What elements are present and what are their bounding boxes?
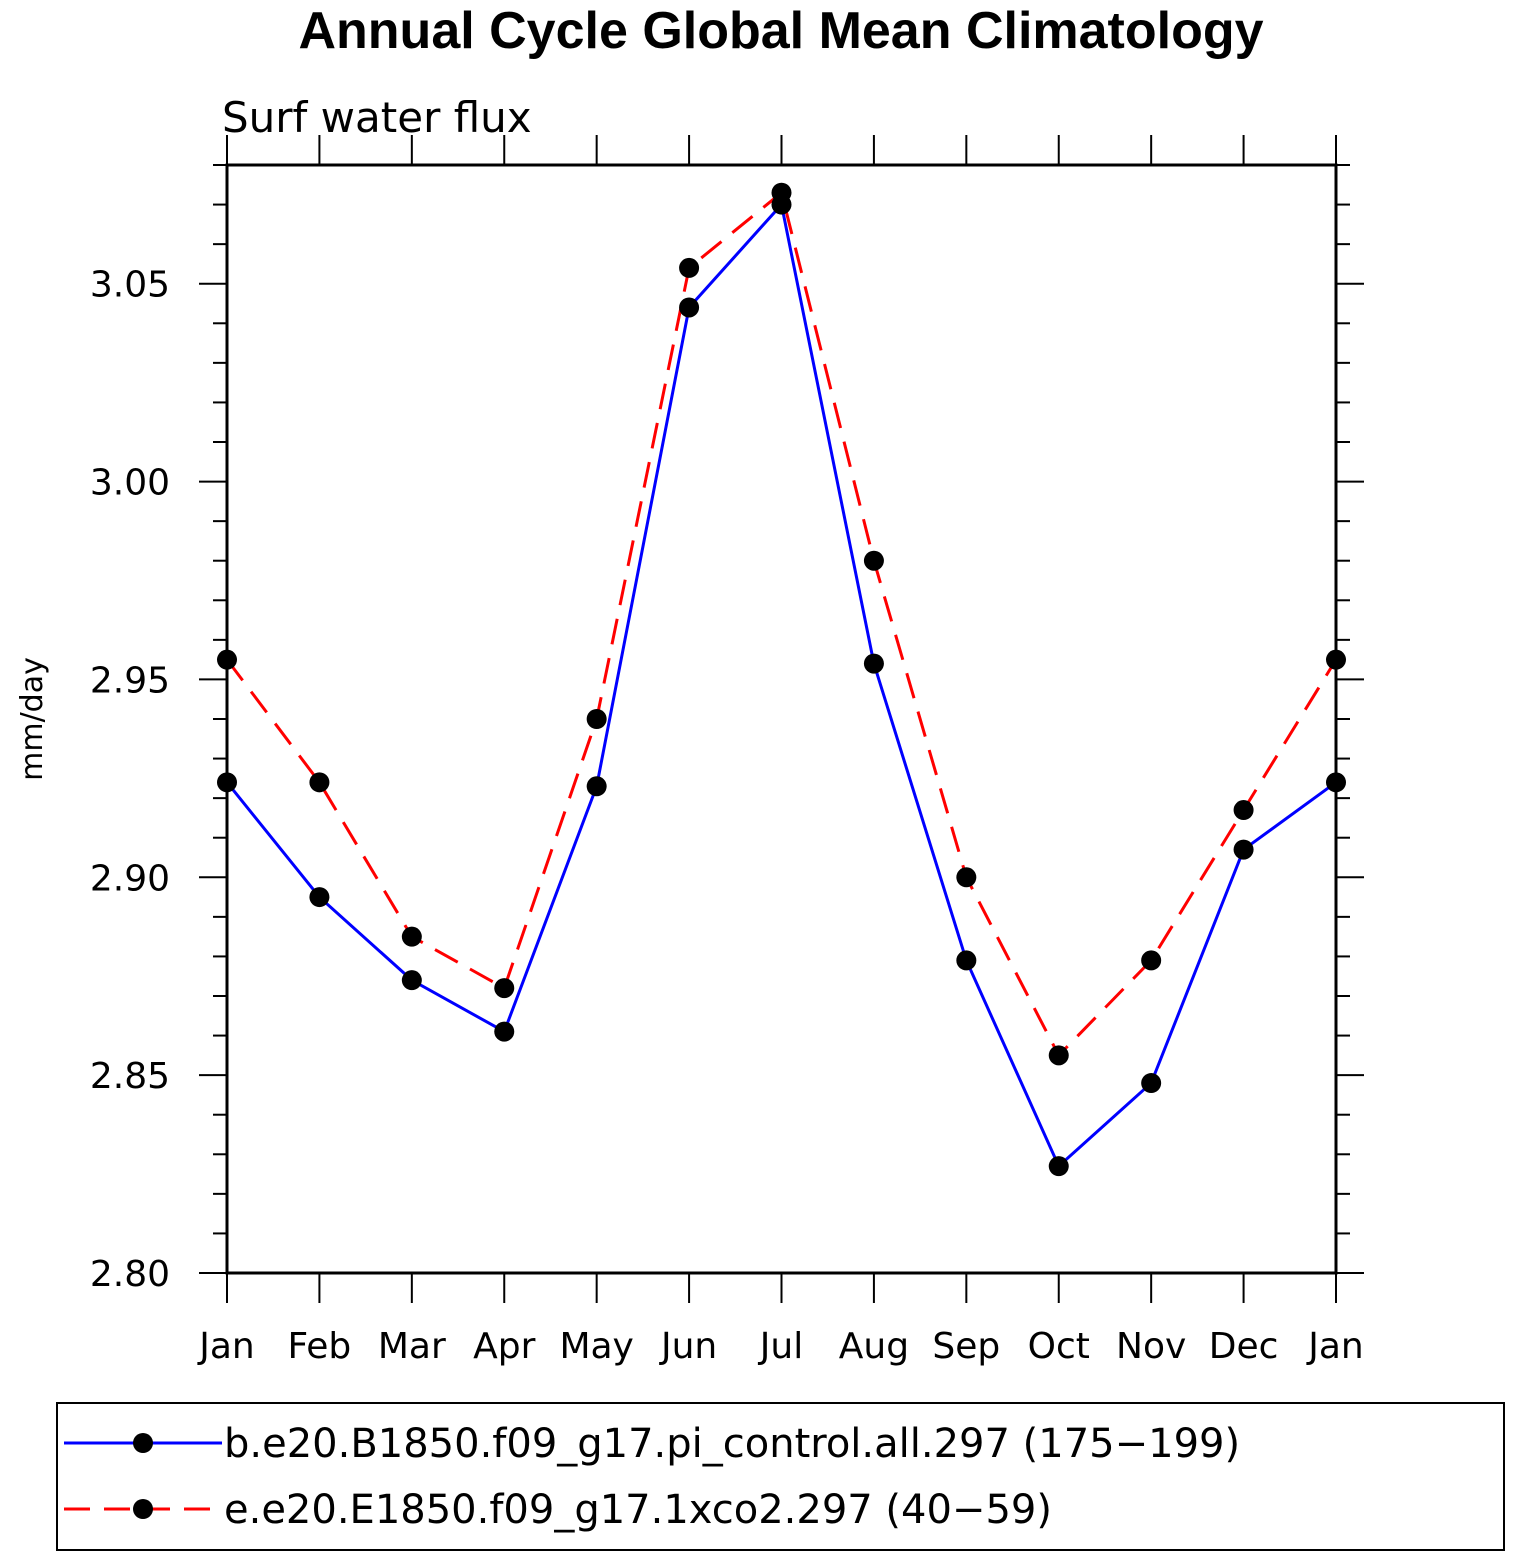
data-point-series-1 [679, 297, 700, 318]
x-tick-label: Jul [758, 1326, 803, 1367]
data-point-series-2 [401, 926, 422, 947]
x-tick-label: Jun [659, 1326, 717, 1367]
series-layer [217, 182, 1346, 1177]
chart-subtitle: Surf water flux [222, 93, 532, 142]
y-tick-label: 3.00 [90, 463, 170, 504]
x-tick-label: Oct [1028, 1326, 1090, 1367]
data-point-series-1 [586, 776, 607, 797]
data-point-series-2 [1233, 800, 1254, 821]
data-point-series-2 [494, 978, 515, 999]
data-point-series-2 [586, 709, 607, 729]
data-point-series-1 [401, 970, 422, 991]
legend-marker-series-1 [133, 1433, 153, 1453]
legend-label-series-2: e.e20.E1850.f09_g17.1xco2.297 (40−59) [224, 1487, 1052, 1533]
data-point-series-1 [771, 194, 792, 215]
x-tick-labels: Jan Feb Mar Apr May Jun Jul Aug Sep Oct Nov Dec Jan [197, 1326, 1364, 1367]
data-point-series-1 [956, 950, 977, 971]
y-tick-label: 3.05 [90, 265, 170, 306]
legend: b.e20.B1850.f09_g17.pi_control.all.297 (… [56, 1402, 1505, 1551]
y-tick-label: 2.95 [90, 660, 170, 701]
series-line-2 [225, 190, 1338, 1058]
x-tick-label: Aug [839, 1326, 909, 1367]
data-point-series-1 [494, 1021, 515, 1042]
data-point-series-1 [1141, 1073, 1162, 1094]
y-tick-label: 2.80 [90, 1254, 170, 1295]
legend-label-series-1: b.e20.B1850.f09_g17.pi_control.all.297 (… [224, 1421, 1240, 1467]
plot-frame [225, 163, 1338, 1275]
data-point-series-1 [1233, 839, 1254, 860]
legend-box [56, 1402, 1505, 1551]
y-tick-label: 2.85 [90, 1056, 170, 1097]
data-point-series-2 [863, 550, 884, 571]
data-point-series-2 [1141, 950, 1162, 971]
x-tick-label: Dec [1209, 1326, 1279, 1367]
y-axis-label: mm/day [15, 657, 50, 781]
y-tick-label: 2.90 [90, 858, 170, 899]
data-point-series-1 [863, 653, 884, 674]
data-point-series-1 [1048, 1156, 1069, 1177]
x-tick-label: Mar [378, 1326, 446, 1367]
x-tick-label: Feb [288, 1326, 352, 1367]
data-point-series-2 [679, 257, 700, 278]
x-tick-label: May [559, 1326, 633, 1367]
x-tick-label: Sep [932, 1326, 1000, 1367]
y-tick-labels: 2.80 2.85 2.90 2.95 3.00 3.05 [90, 265, 170, 1295]
x-tick-label: Nov [1116, 1326, 1186, 1367]
legend-marker-series-2 [133, 1499, 153, 1519]
axis-ticks [199, 135, 1364, 1303]
chart-title: Annual Cycle Global Mean Climatology [298, 2, 1263, 60]
data-point-series-1 [309, 887, 330, 908]
x-tick-label: Apr [473, 1326, 535, 1367]
x-tick-label: Jan [1306, 1326, 1364, 1367]
data-point-series-2 [1048, 1045, 1069, 1066]
x-tick-label: Jan [197, 1326, 255, 1367]
data-point-series-2 [956, 867, 977, 888]
series-line-1 [225, 201, 1337, 1169]
data-point-series-2 [309, 772, 330, 793]
